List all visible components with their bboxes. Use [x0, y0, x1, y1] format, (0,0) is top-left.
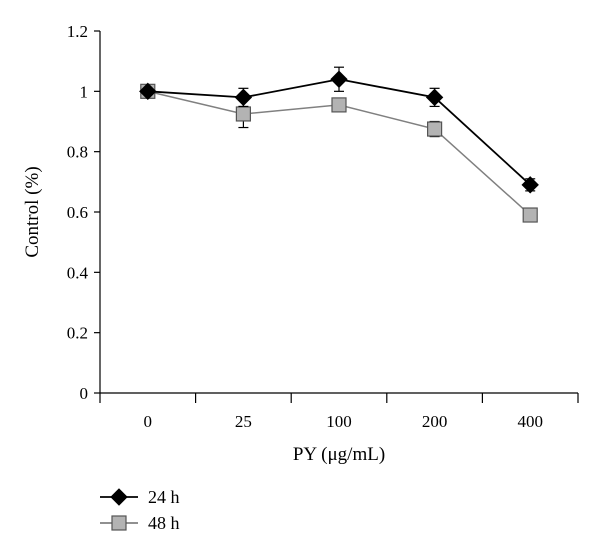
- x-tick-label: 400: [517, 412, 543, 431]
- y-tick-label: 0.4: [67, 263, 89, 282]
- data-point: [427, 121, 443, 137]
- legend-marker: [111, 515, 127, 531]
- data-point: [235, 106, 251, 122]
- legend-label: 48 h: [148, 513, 180, 533]
- series-line: [147, 78, 531, 186]
- data-point: [522, 207, 538, 223]
- y-axis-label: Control (%): [22, 166, 43, 257]
- data-point: [331, 97, 347, 113]
- legend-marker: [110, 488, 128, 506]
- data-point: [234, 88, 253, 107]
- data-point: [139, 82, 157, 101]
- legend: 24 h 48 h: [100, 487, 180, 533]
- series-24h: [139, 66, 539, 194]
- legend-item: 48 h: [100, 513, 180, 533]
- series-layer: [139, 66, 539, 223]
- legend-label: 24 h: [148, 487, 180, 507]
- y-tick-label: 1.2: [67, 22, 88, 41]
- legend-item: 24 h: [100, 487, 180, 507]
- x-tick-label: 25: [235, 412, 252, 431]
- x-ticks: 0 25 100 200 400: [99, 393, 579, 431]
- data-point: [425, 88, 444, 107]
- x-tick-label: 0: [144, 412, 153, 431]
- data-point: [330, 70, 348, 88]
- y-ticks: 0 0.2 0.4 0.6 0.8 1 1.2: [67, 22, 100, 403]
- data-point: [521, 176, 539, 194]
- x-axis-label: PY (μg/mL): [293, 444, 385, 465]
- y-tick-label: 1: [80, 82, 89, 101]
- y-tick-label: 0.2: [67, 324, 88, 343]
- series-48h: [140, 83, 538, 223]
- x-tick-label: 100: [326, 412, 352, 431]
- y-tick-label: 0: [80, 384, 89, 403]
- y-tick-label: 0.6: [67, 203, 88, 222]
- x-tick-label: 200: [422, 412, 448, 431]
- y-tick-label: 0.8: [67, 143, 88, 162]
